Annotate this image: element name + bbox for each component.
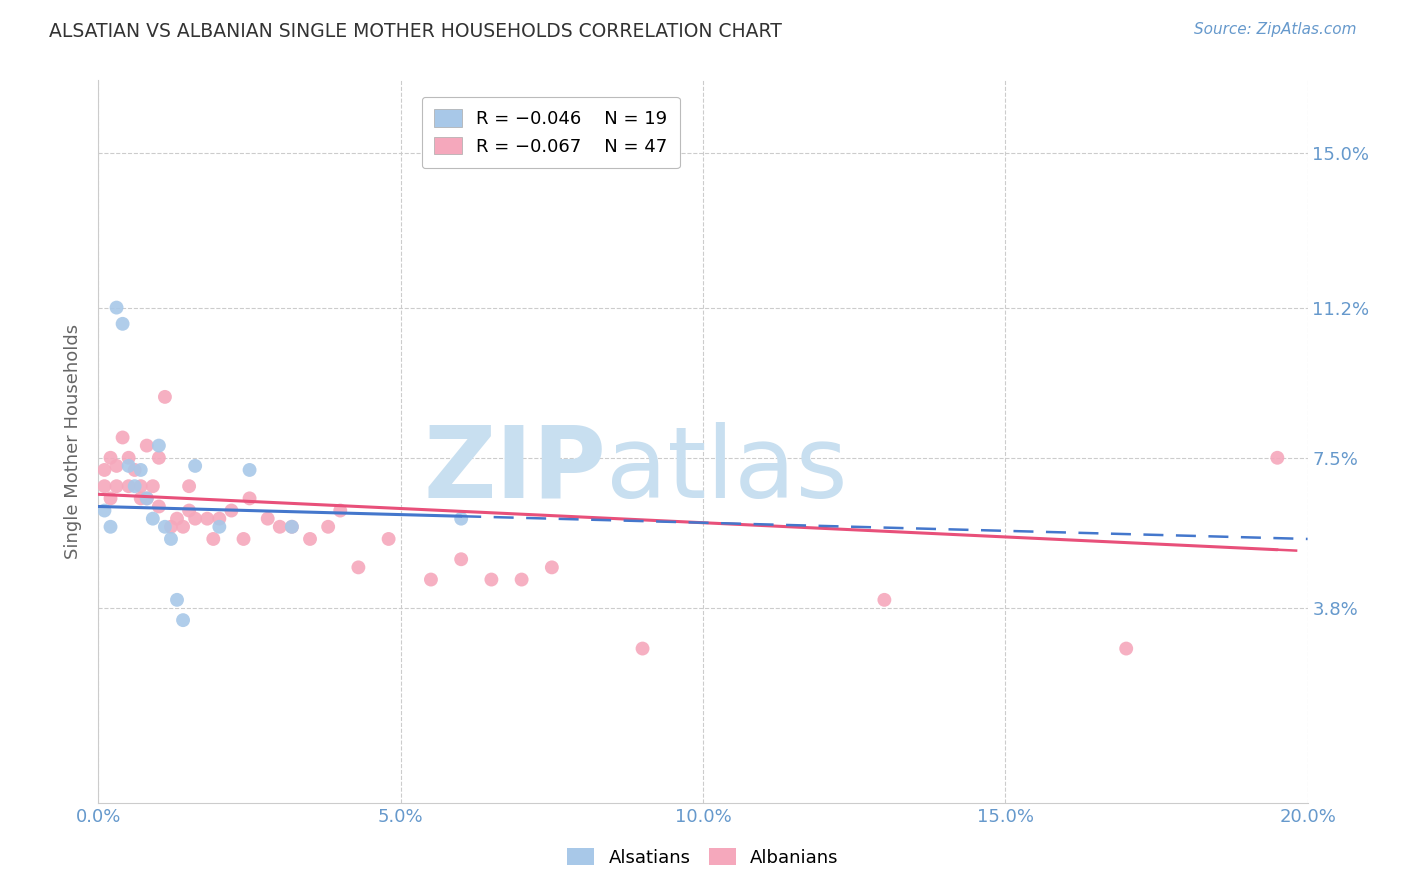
Text: ALSATIAN VS ALBANIAN SINGLE MOTHER HOUSEHOLDS CORRELATION CHART: ALSATIAN VS ALBANIAN SINGLE MOTHER HOUSE… (49, 22, 782, 41)
Point (142, 511, 165, 525)
Point (184, 511, 207, 525)
Point (202, 532, 225, 546)
Point (105, 301, 128, 315)
Point (100, 520, 122, 534)
Point (510, 573, 533, 587)
Point (179, 503, 201, 517)
Point (269, 520, 291, 534)
Text: atlas: atlas (606, 422, 848, 519)
Legend: Alsatians, Albanians: Alsatians, Albanians (560, 841, 846, 874)
Point (232, 532, 254, 546)
Point (129, 491, 152, 506)
Point (347, 560, 370, 574)
Point (1115, 641, 1137, 656)
Point (100, 450, 122, 465)
Point (118, 458, 141, 473)
Point (208, 511, 231, 525)
Point (160, 520, 183, 534)
Point (118, 479, 141, 493)
Point (179, 479, 201, 493)
Point (111, 430, 134, 444)
Point (166, 511, 188, 525)
Point (256, 511, 278, 525)
Point (124, 463, 146, 477)
Point (93, 479, 115, 493)
Point (631, 641, 654, 656)
Point (873, 592, 896, 607)
Point (166, 592, 188, 607)
Point (184, 458, 207, 473)
Point (129, 479, 152, 493)
Point (1267, 450, 1289, 465)
Point (450, 511, 472, 525)
Point (105, 458, 128, 473)
Point (135, 491, 157, 506)
Text: ZIP: ZIP (423, 422, 606, 519)
Point (160, 532, 183, 546)
Y-axis label: Single Mother Households: Single Mother Households (65, 324, 83, 559)
Point (377, 532, 399, 546)
Point (172, 520, 194, 534)
Point (195, 511, 218, 525)
Point (316, 520, 339, 534)
Point (118, 450, 141, 465)
Point (221, 503, 243, 517)
Point (172, 613, 194, 627)
Point (93, 503, 115, 517)
Point (299, 532, 322, 546)
Point (481, 573, 503, 587)
Legend: R = −0.046    N = 19, R = −0.067    N = 47: R = −0.046 N = 19, R = −0.067 N = 47 (422, 96, 681, 169)
Point (281, 520, 304, 534)
Point (124, 479, 146, 493)
Point (148, 439, 170, 453)
Point (135, 439, 157, 453)
Point (281, 520, 304, 534)
Point (420, 573, 443, 587)
Point (208, 520, 231, 534)
Point (239, 463, 262, 477)
Point (100, 491, 122, 506)
Point (239, 491, 262, 506)
Point (93, 463, 115, 477)
Point (153, 520, 176, 534)
Point (142, 479, 165, 493)
Point (148, 500, 170, 514)
Point (148, 450, 170, 465)
Point (111, 317, 134, 331)
Point (105, 479, 128, 493)
Point (540, 560, 562, 574)
Point (135, 491, 157, 506)
Text: Source: ZipAtlas.com: Source: ZipAtlas.com (1194, 22, 1357, 37)
Point (129, 463, 152, 477)
Point (153, 390, 176, 404)
Point (329, 503, 352, 517)
Point (450, 552, 472, 566)
